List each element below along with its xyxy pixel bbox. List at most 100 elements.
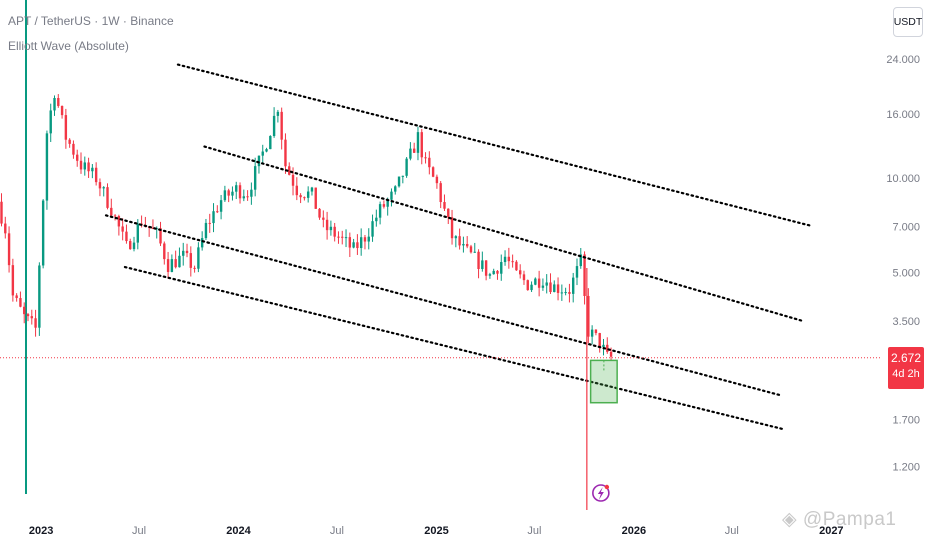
candle-body [409, 148, 412, 159]
candle-body [496, 270, 499, 274]
candle-body [125, 231, 128, 242]
candle-body [189, 253, 193, 268]
candle-body [30, 316, 33, 319]
x-tick-label: 2026 [622, 525, 646, 537]
candle-body [136, 223, 139, 243]
candle-body [344, 237, 348, 239]
candle-body [280, 111, 283, 140]
candle-body [337, 236, 340, 238]
candle-body [530, 284, 533, 291]
candle-body [64, 115, 68, 140]
candle-body [26, 314, 30, 317]
candle-body [518, 270, 522, 275]
alert-dot-icon [604, 484, 610, 490]
candle-body [72, 143, 75, 155]
candle-body [91, 167, 94, 172]
candle-body [314, 187, 317, 209]
candle-body [291, 174, 295, 186]
candle-body [587, 295, 590, 337]
target-zone-box [589, 359, 618, 404]
candle-body [439, 183, 442, 203]
candle-body [223, 190, 227, 201]
candle-body [306, 191, 310, 198]
candle-body [534, 278, 537, 285]
candle-body [219, 200, 223, 212]
candle-body [272, 115, 276, 137]
candle-body [526, 280, 529, 291]
candle-body [325, 219, 329, 231]
candle-body [390, 191, 393, 200]
candle-body [269, 136, 272, 150]
candle-body [590, 329, 594, 337]
x-tick-label: 2027 [819, 525, 843, 537]
candle-body [537, 278, 541, 288]
candle-body [261, 151, 264, 156]
candle-body [492, 270, 495, 275]
candle-body [310, 187, 314, 192]
candle-body [4, 223, 7, 234]
candle-body [106, 187, 109, 208]
bar-countdown: 4d 2h [892, 368, 920, 380]
candle-body [208, 222, 211, 224]
candle-body [352, 242, 355, 248]
candle-body [117, 216, 121, 227]
candle-body [197, 247, 200, 269]
candle-body [216, 211, 219, 213]
y-tick-label: 24.000 [886, 54, 920, 66]
candle-body [560, 292, 564, 294]
candle-body [288, 166, 291, 175]
last-price-tag: 2.672 4d 2h [888, 347, 924, 389]
candle-body [412, 148, 416, 153]
candle-body [503, 256, 507, 263]
candle-body [238, 185, 242, 199]
candle-body [242, 196, 246, 199]
candle-body [473, 251, 476, 253]
symbol-title: APT / TetherUS · 1W · Binance [8, 14, 174, 28]
candle-body [231, 191, 234, 196]
y-tick-label: 10.000 [886, 173, 920, 185]
candle-body [284, 139, 287, 167]
indicator-label[interactable]: Elliott Wave (Absolute) [8, 39, 129, 53]
candle-body [522, 274, 526, 281]
channel-line-lower [104, 214, 782, 397]
candle-body [447, 208, 450, 218]
candle-body [212, 211, 215, 224]
candle-body [170, 259, 174, 272]
candle-body [386, 199, 389, 207]
candle-body [424, 157, 427, 159]
candle-body [583, 254, 586, 296]
candle-body [11, 265, 15, 296]
candle-body [159, 228, 162, 244]
candle-body [609, 351, 613, 357]
candle-body [265, 149, 268, 152]
candle-body [53, 98, 56, 111]
candle-body [397, 176, 401, 187]
candle-body [98, 182, 102, 189]
candle-body [19, 298, 22, 307]
candle-body [60, 105, 64, 116]
candle-body [469, 246, 473, 253]
candle-body [598, 333, 601, 348]
candle-body [405, 158, 408, 176]
candle-body [166, 259, 170, 272]
candle-body [79, 160, 83, 170]
candle-body [38, 265, 41, 328]
y-tick-label: 3.500 [892, 316, 920, 328]
currency-button[interactable]: USDT [893, 7, 923, 37]
candle-body [375, 217, 378, 222]
candle-body [76, 154, 79, 161]
candle-body [68, 139, 71, 144]
candle-body [257, 155, 261, 167]
channel-line-upper [176, 63, 812, 227]
candle-body [553, 284, 556, 293]
x-tick-label: Jul [132, 525, 146, 537]
candle-body [465, 243, 469, 247]
candle-body [394, 186, 397, 192]
candle-body [102, 187, 105, 189]
candle-body [34, 318, 37, 328]
candle-body [602, 344, 605, 348]
candle-body [401, 175, 405, 177]
candle-body [545, 282, 548, 286]
